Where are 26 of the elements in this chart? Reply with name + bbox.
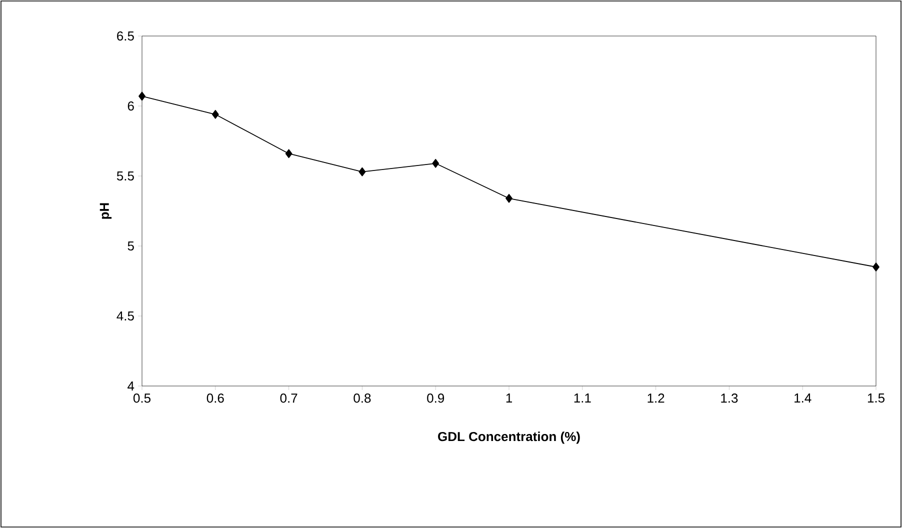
point <box>285 149 292 158</box>
x-tick-label: 1 <box>506 394 512 402</box>
y-tick-label: 6 <box>128 101 134 111</box>
x-tick-label: 1.4 <box>794 394 812 402</box>
x-tick-label: 0.5 <box>133 394 150 403</box>
y-axis-title: pH <box>100 203 112 219</box>
x-tick-label: 0.7 <box>280 394 298 403</box>
point <box>138 92 146 101</box>
x-tick-label: 0.8 <box>354 394 371 403</box>
point <box>872 262 880 272</box>
x-tick-label: 1.2 <box>648 394 664 403</box>
x-tick-label: 0.9 <box>427 394 444 403</box>
x-axis-title: GDL Concentration (%) <box>438 432 580 444</box>
point <box>506 194 512 203</box>
point <box>432 158 440 168</box>
y-tick-label: 5 <box>128 241 134 251</box>
x-tick-label: 1.1 <box>574 394 591 402</box>
y-tick-label: 6.5 <box>117 31 134 41</box>
x-tick-label: 1.3 <box>721 394 738 403</box>
y-tick-label: 4.5 <box>116 311 134 321</box>
x-tick-label: 0.6 <box>206 394 224 403</box>
y-tick-label: 4 <box>128 382 134 390</box>
y-tick-label: 5.5 <box>116 171 134 181</box>
point <box>358 167 366 176</box>
point <box>212 110 219 119</box>
x-tick-label: 1.5 <box>868 394 884 403</box>
